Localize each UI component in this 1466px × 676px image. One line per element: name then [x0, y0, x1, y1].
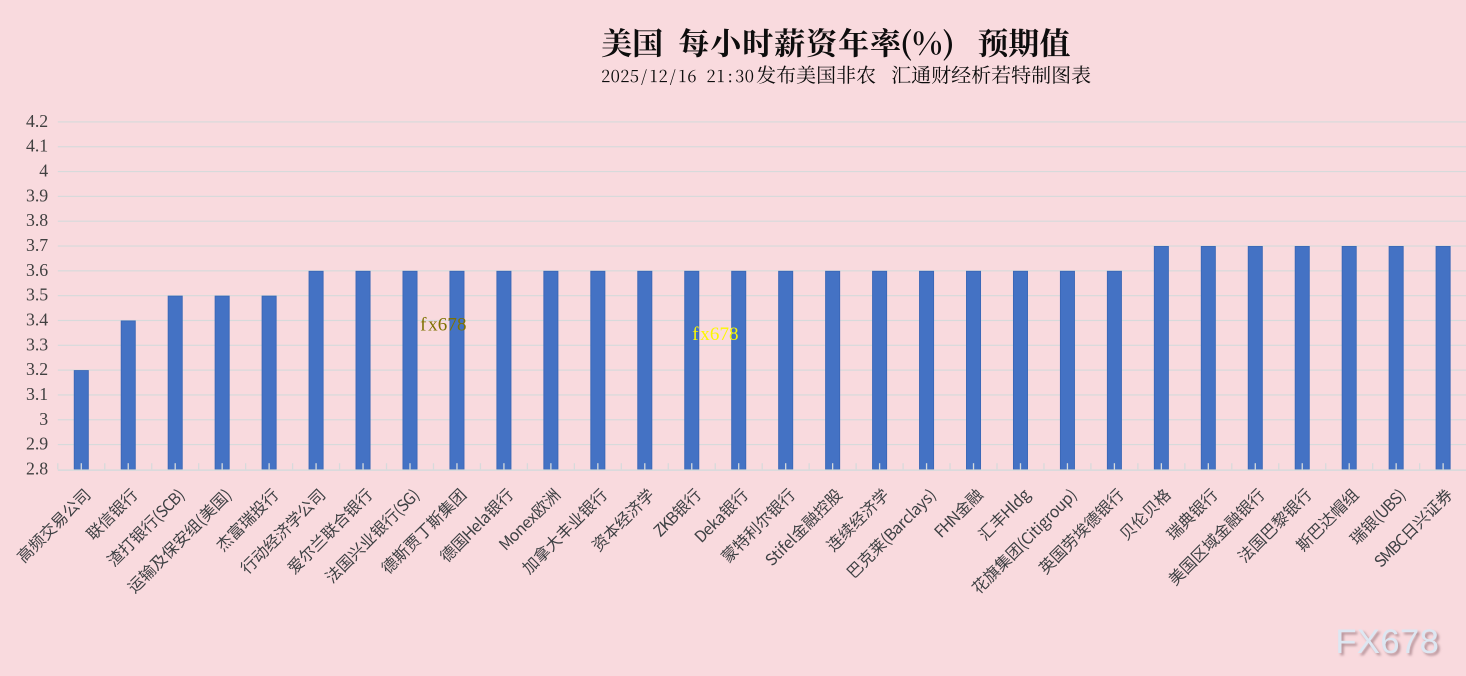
svg-text:2.9: 2.9: [26, 434, 48, 454]
svg-text:3.2: 3.2: [26, 359, 48, 379]
svg-text:FX678: FX678: [1335, 623, 1439, 661]
svg-text:3.3: 3.3: [26, 334, 48, 354]
svg-text:3.6: 3.6: [26, 260, 48, 280]
svg-text:3.4: 3.4: [26, 309, 48, 329]
svg-text:2.8: 2.8: [26, 458, 48, 478]
svg-text:4: 4: [39, 161, 48, 181]
svg-text:4.1: 4.1: [26, 136, 48, 156]
svg-text:3: 3: [39, 409, 48, 429]
svg-text:3.9: 3.9: [26, 185, 48, 205]
svg-text:fx678: fx678: [692, 324, 738, 345]
svg-text:3.7: 3.7: [26, 235, 48, 255]
svg-text:3.8: 3.8: [26, 210, 48, 230]
svg-text:fx678: fx678: [420, 315, 466, 336]
svg-text:4.2: 4.2: [26, 111, 48, 131]
svg-text:3.1: 3.1: [26, 384, 48, 404]
svg-text:3.5: 3.5: [26, 285, 48, 305]
